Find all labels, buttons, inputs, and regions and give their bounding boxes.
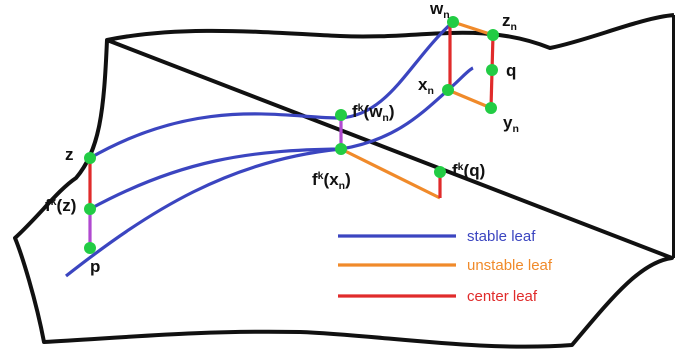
point-q <box>486 64 498 76</box>
label-xn: xn <box>418 75 434 97</box>
unstable-leaf-segment-wn-zn <box>452 20 494 37</box>
stable-leaf-curve-middle <box>89 66 474 211</box>
label-fk-z: fk(z) <box>45 196 76 215</box>
label-q: q <box>506 61 516 80</box>
label-zn: zn <box>502 11 517 33</box>
point-fk-q <box>434 166 446 178</box>
legend-label-unstable: unstable leaf <box>467 257 553 274</box>
legend-label-center: center leaf <box>467 288 538 305</box>
legend-label-stable: stable leaf <box>467 228 536 245</box>
point-markers <box>84 16 499 254</box>
label-z: z <box>65 145 74 164</box>
label-fk-xn: fk(xn) <box>312 170 351 192</box>
point-fk-xn <box>335 143 347 155</box>
label-p: p <box>90 257 100 276</box>
stable-leaf-curve-bottom <box>65 147 342 278</box>
stable-leaf-curve-top <box>89 20 455 160</box>
point-fk-wn <box>335 109 347 121</box>
unstable-leaf-segment-xn-yn <box>447 88 492 110</box>
point-p <box>84 242 96 254</box>
point-wn <box>447 16 459 28</box>
label-yn: yn <box>503 113 519 135</box>
point-yn <box>485 102 497 114</box>
point-z <box>84 152 96 164</box>
label-fk-q: fk(q) <box>452 161 485 180</box>
point-zn <box>487 29 499 41</box>
label-wn: wn <box>429 0 450 21</box>
point-fk-z <box>84 203 96 215</box>
unstable-leaf-segment-fkxn-to-fkq <box>340 147 441 200</box>
point-xn <box>442 84 454 96</box>
label-fk-wn: fk(wn) <box>352 102 395 124</box>
legend: stable leaf unstable leaf center leaf <box>338 228 553 305</box>
surface-outline <box>13 13 675 349</box>
